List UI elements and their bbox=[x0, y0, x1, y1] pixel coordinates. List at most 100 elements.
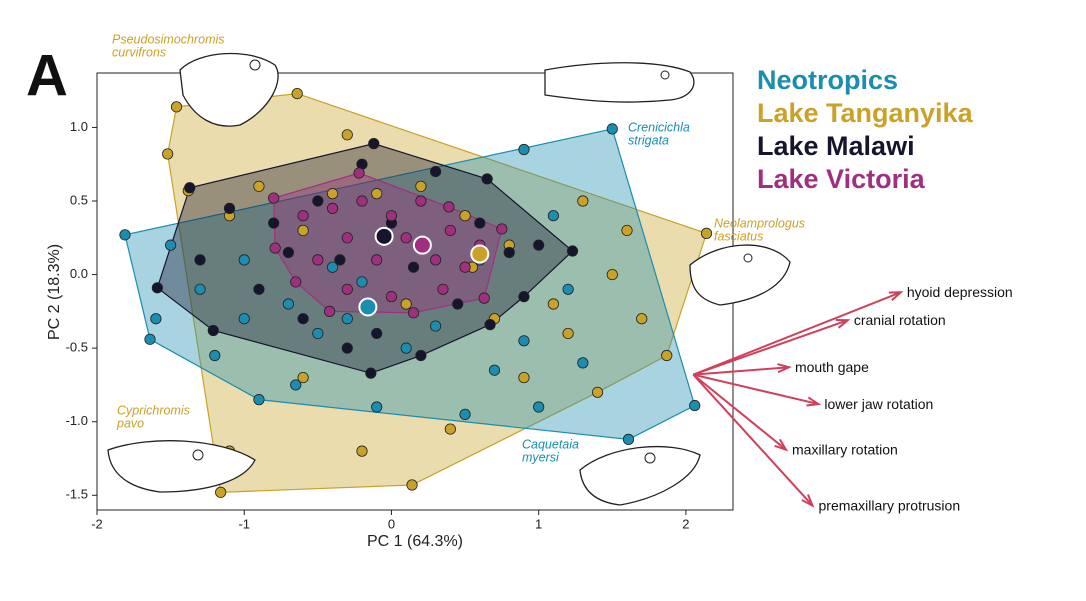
x-tick-label: 2 bbox=[682, 516, 689, 531]
fish-drawing bbox=[579, 446, 701, 506]
loading-arrow bbox=[692, 319, 849, 376]
point bbox=[312, 327, 324, 340]
fish-drawing bbox=[179, 52, 279, 127]
point bbox=[459, 408, 471, 420]
point bbox=[297, 210, 309, 222]
point bbox=[444, 423, 456, 435]
fish-eye bbox=[644, 452, 656, 464]
point bbox=[253, 283, 265, 295]
species-label: strigata bbox=[628, 133, 669, 147]
y-tick-label: -1.5 bbox=[66, 487, 88, 502]
point bbox=[577, 195, 589, 207]
point bbox=[444, 224, 456, 237]
point bbox=[312, 254, 324, 266]
arrow-head bbox=[777, 363, 792, 374]
point bbox=[430, 320, 442, 332]
point bbox=[297, 371, 309, 384]
hulls bbox=[124, 92, 708, 493]
point bbox=[385, 291, 398, 303]
point bbox=[144, 333, 156, 345]
loading-label: premaxillary protrusion bbox=[819, 497, 961, 513]
point bbox=[636, 313, 648, 325]
arrow-head bbox=[835, 319, 851, 329]
point bbox=[400, 232, 412, 244]
legend-entry: Neotropics bbox=[757, 65, 898, 95]
fish-eye bbox=[192, 449, 204, 461]
fish-eye bbox=[660, 70, 670, 80]
point bbox=[334, 254, 346, 266]
point bbox=[291, 87, 303, 100]
point bbox=[356, 195, 368, 207]
point bbox=[400, 298, 412, 310]
point bbox=[119, 229, 131, 241]
species-label: Caquetaia bbox=[522, 437, 579, 451]
panel-label: A bbox=[26, 43, 68, 108]
species-label: Pseudosimochromis bbox=[112, 32, 225, 46]
point bbox=[518, 371, 530, 384]
point bbox=[621, 224, 633, 237]
point bbox=[194, 283, 206, 295]
fish-drawing bbox=[689, 244, 791, 306]
point bbox=[606, 123, 618, 135]
point bbox=[474, 217, 486, 229]
loading-arrow bbox=[692, 373, 814, 507]
fish-eye bbox=[249, 59, 261, 71]
point bbox=[326, 261, 339, 273]
point bbox=[459, 210, 471, 222]
point bbox=[356, 445, 368, 457]
point bbox=[341, 232, 353, 244]
x-tick-label: 0 bbox=[388, 516, 395, 531]
centroid bbox=[374, 226, 394, 246]
centroid bbox=[470, 244, 490, 264]
point bbox=[518, 335, 530, 347]
point bbox=[566, 245, 579, 257]
point bbox=[215, 486, 227, 498]
point bbox=[689, 399, 701, 412]
point bbox=[496, 223, 508, 235]
centroid bbox=[412, 235, 432, 255]
point bbox=[478, 292, 490, 304]
point bbox=[297, 313, 309, 325]
x-tick-label: -1 bbox=[238, 516, 250, 531]
y-tick-label: 1.0 bbox=[70, 119, 88, 134]
point bbox=[430, 254, 442, 266]
centroid bbox=[358, 297, 378, 317]
point bbox=[170, 101, 183, 113]
point bbox=[238, 254, 250, 266]
point bbox=[591, 386, 604, 398]
point bbox=[533, 239, 545, 251]
point bbox=[577, 357, 589, 369]
fish-drawings bbox=[107, 52, 791, 506]
point bbox=[503, 246, 515, 259]
point bbox=[661, 349, 673, 362]
point bbox=[253, 180, 265, 192]
centroids bbox=[358, 226, 490, 317]
point bbox=[459, 261, 471, 273]
point bbox=[533, 401, 545, 413]
point bbox=[406, 479, 418, 491]
point bbox=[481, 173, 493, 185]
point bbox=[356, 276, 368, 288]
x-axis-label: PC 1 (64.3%) bbox=[367, 533, 463, 550]
point bbox=[341, 342, 353, 354]
point bbox=[368, 138, 380, 150]
point bbox=[562, 283, 574, 295]
arrow-head bbox=[774, 438, 789, 452]
point bbox=[297, 224, 309, 237]
y-tick-label: -1.0 bbox=[66, 413, 88, 428]
point bbox=[194, 254, 206, 266]
point bbox=[238, 313, 250, 325]
species-label: myersi bbox=[522, 450, 560, 464]
point bbox=[150, 313, 162, 325]
loading-label: mouth gape bbox=[795, 359, 869, 375]
point bbox=[415, 195, 427, 207]
point bbox=[290, 379, 302, 391]
point bbox=[282, 298, 294, 310]
point bbox=[165, 239, 177, 251]
y-tick-label: 0.0 bbox=[70, 266, 88, 281]
loading-label: maxillary rotation bbox=[792, 441, 898, 457]
point bbox=[371, 401, 383, 413]
arrow-head bbox=[888, 291, 904, 301]
point bbox=[324, 305, 336, 317]
point bbox=[437, 283, 449, 295]
